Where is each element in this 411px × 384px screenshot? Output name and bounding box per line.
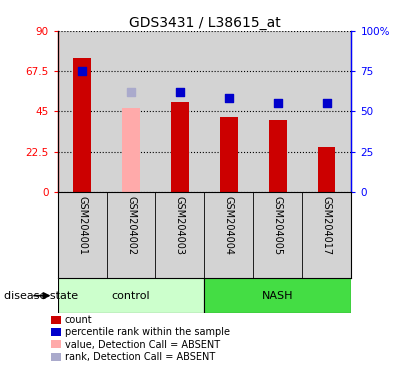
Bar xyxy=(220,117,238,192)
Text: GSM204002: GSM204002 xyxy=(126,196,136,255)
Text: GSM204005: GSM204005 xyxy=(273,196,283,255)
Bar xyxy=(205,278,351,313)
Bar xyxy=(58,278,205,313)
Title: GDS3431 / L38615_at: GDS3431 / L38615_at xyxy=(129,16,280,30)
Bar xyxy=(319,147,335,192)
Point xyxy=(128,89,134,95)
Bar xyxy=(171,103,189,192)
Bar xyxy=(254,31,302,192)
Point xyxy=(177,89,183,95)
Bar xyxy=(254,192,302,278)
Bar xyxy=(58,192,106,278)
Text: disease state: disease state xyxy=(4,291,78,301)
Bar xyxy=(302,31,351,192)
Legend: count, percentile rank within the sample, value, Detection Call = ABSENT, rank, : count, percentile rank within the sample… xyxy=(50,314,231,363)
Bar xyxy=(106,31,155,192)
Text: NASH: NASH xyxy=(262,291,294,301)
Text: control: control xyxy=(112,291,150,301)
Point xyxy=(226,95,232,101)
Text: GSM204001: GSM204001 xyxy=(77,196,87,255)
Text: GSM204017: GSM204017 xyxy=(322,196,332,255)
Point xyxy=(275,100,281,106)
Text: GSM204003: GSM204003 xyxy=(175,196,185,255)
Text: GSM204004: GSM204004 xyxy=(224,196,234,255)
Bar xyxy=(205,192,254,278)
Bar xyxy=(58,31,106,192)
Bar xyxy=(122,108,140,192)
Bar xyxy=(155,192,204,278)
Bar xyxy=(106,192,155,278)
Bar xyxy=(302,192,351,278)
Point xyxy=(323,100,330,106)
Bar xyxy=(74,58,90,192)
Bar xyxy=(155,31,204,192)
Bar xyxy=(205,31,254,192)
Bar xyxy=(269,120,286,192)
Point xyxy=(79,68,85,74)
